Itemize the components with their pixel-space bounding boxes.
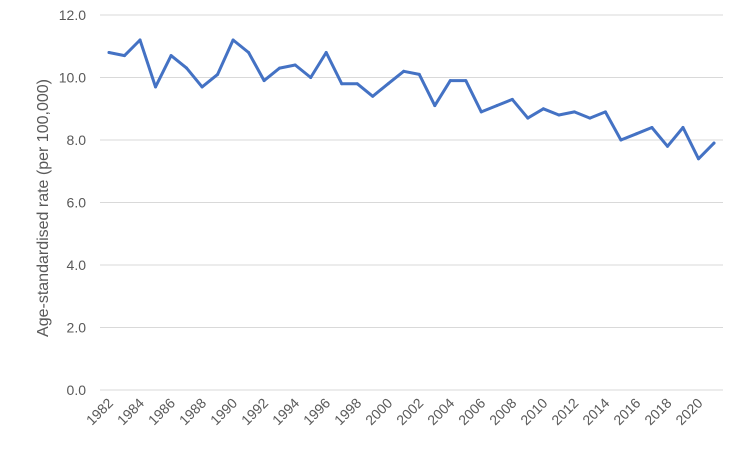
data-point bbox=[619, 138, 623, 142]
data-point bbox=[665, 144, 669, 148]
data-point bbox=[200, 85, 204, 89]
x-tick-label: 1982 bbox=[83, 395, 116, 428]
x-tick-label: 2000 bbox=[362, 395, 395, 428]
x-tick-label: 2004 bbox=[424, 395, 457, 428]
series-layer bbox=[107, 38, 716, 161]
series-line-0 bbox=[107, 38, 716, 161]
data-point bbox=[572, 110, 576, 114]
data-point bbox=[541, 107, 545, 111]
data-point bbox=[355, 82, 359, 86]
x-tick-label: 1996 bbox=[300, 395, 333, 428]
data-point bbox=[696, 157, 700, 161]
data-point bbox=[464, 79, 468, 83]
y-tick-label: 6.0 bbox=[67, 195, 87, 211]
data-point bbox=[123, 54, 127, 58]
x-tick-label: 2014 bbox=[579, 395, 612, 428]
x-tick-label: 2002 bbox=[393, 395, 426, 428]
y-tick-label: 8.0 bbox=[67, 132, 87, 148]
data-point bbox=[231, 38, 235, 42]
data-point bbox=[510, 97, 514, 101]
y-tick-label: 10.0 bbox=[59, 70, 86, 86]
x-tick-label: 2012 bbox=[548, 395, 581, 428]
data-point bbox=[526, 116, 530, 120]
x-tick-label: 1986 bbox=[145, 395, 178, 428]
x-tick-label: 2018 bbox=[641, 395, 674, 428]
data-point bbox=[681, 126, 685, 129]
data-point bbox=[650, 126, 654, 129]
data-point bbox=[293, 63, 297, 67]
data-point bbox=[371, 94, 375, 98]
y-axis-label: Age-standardised rate (per 100,000) bbox=[35, 79, 52, 337]
x-tick-label: 2008 bbox=[486, 395, 519, 428]
data-point bbox=[433, 104, 437, 108]
y-tick-label: 4.0 bbox=[67, 257, 87, 273]
x-tick-label: 2006 bbox=[455, 395, 488, 428]
data-point bbox=[340, 82, 344, 86]
gridlines bbox=[100, 14, 723, 391]
data-point bbox=[247, 51, 251, 54]
x-tick-label: 1984 bbox=[114, 395, 147, 428]
y-tick-label: 2.0 bbox=[67, 320, 87, 336]
y-tick-label: 12.0 bbox=[59, 7, 86, 23]
data-point bbox=[262, 79, 266, 83]
x-tick-label: 1994 bbox=[269, 395, 302, 428]
data-point bbox=[402, 69, 406, 73]
data-point bbox=[138, 38, 142, 42]
data-point bbox=[185, 66, 189, 70]
data-point bbox=[417, 72, 421, 76]
x-tick-label: 2016 bbox=[610, 395, 643, 428]
y-tick-label: 0.0 bbox=[67, 382, 87, 398]
data-point bbox=[169, 54, 173, 58]
data-point bbox=[216, 72, 220, 76]
data-point bbox=[107, 51, 111, 54]
x-tick-label: 1988 bbox=[176, 395, 209, 428]
data-point bbox=[154, 85, 158, 89]
data-point bbox=[557, 113, 561, 117]
data-point bbox=[479, 110, 483, 114]
data-point bbox=[309, 76, 313, 79]
data-point bbox=[603, 110, 607, 114]
data-point bbox=[588, 116, 592, 120]
x-tick-label: 1990 bbox=[207, 395, 240, 428]
data-point bbox=[278, 66, 282, 70]
data-point bbox=[495, 104, 499, 108]
data-point bbox=[634, 132, 638, 136]
x-axis-ticks: 1982198419861988199019921994199619982000… bbox=[83, 395, 706, 428]
x-tick-label: 2010 bbox=[517, 395, 550, 428]
data-point bbox=[324, 51, 328, 54]
x-tick-label: 1998 bbox=[331, 395, 364, 428]
x-tick-label: 2020 bbox=[672, 395, 705, 428]
y-axis-ticks: 0.0 2.0 4.0 6.0 8.0 10.0 12.0 bbox=[59, 7, 86, 398]
data-point bbox=[448, 79, 452, 83]
data-point bbox=[386, 82, 390, 86]
x-tick-label: 1992 bbox=[238, 395, 271, 428]
data-point bbox=[712, 141, 716, 145]
